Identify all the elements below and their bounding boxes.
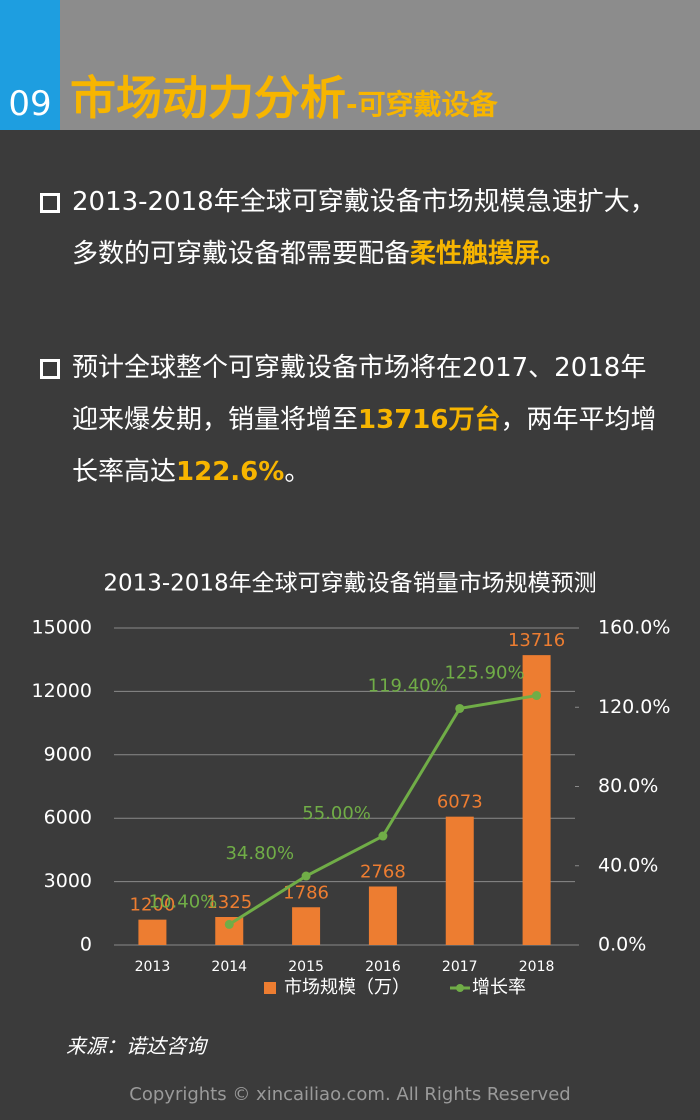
- y2-tick-label: 0.0%: [598, 934, 646, 956]
- bullet-icon: [40, 193, 60, 213]
- line-point: [301, 871, 311, 881]
- source: 来源：诺达咨询: [66, 1034, 206, 1058]
- line-value-label: 10.40%: [149, 891, 218, 912]
- legend-swatch: [264, 982, 276, 994]
- x-tick-label: 2014: [211, 959, 247, 975]
- legend-label: 增长率: [472, 977, 526, 998]
- x-tick-label: 2018: [519, 959, 555, 975]
- bullet-text: 预计全球整个可穿戴设备市场将在2017、2018年迎来爆发期，销量将增至: [72, 353, 647, 435]
- line-value-label: 55.00%: [302, 803, 371, 824]
- highlight-text: 122.6%: [176, 457, 285, 487]
- bar: [368, 886, 397, 945]
- header-title: 市场动力分析-可穿戴设备: [70, 62, 498, 128]
- y2-tick-label: 80.0%: [598, 775, 658, 797]
- section-number: 09: [0, 0, 60, 130]
- bar-value-label: 13716: [508, 630, 565, 651]
- bar: [292, 907, 321, 945]
- bar-value-label: 1200: [130, 895, 176, 916]
- bullet-text: 。: [284, 457, 311, 487]
- highlight-text: 13716万台: [358, 405, 501, 435]
- line-value-label: 34.80%: [225, 843, 294, 864]
- x-tick-label: 2015: [288, 959, 324, 975]
- line-point: [455, 703, 465, 713]
- line-value-label: 119.40%: [368, 675, 448, 696]
- y-tick-label: 9000: [44, 743, 92, 765]
- header-bar: [0, 0, 700, 130]
- bullet: 预计全球整个可穿戴设备市场将在2017、2018年迎来爆发期，销量将增至1371…: [40, 342, 665, 498]
- bar: [445, 816, 474, 945]
- bar-value-label: 1786: [283, 882, 329, 903]
- y2-tick-label: 120.0%: [598, 696, 670, 718]
- x-tick-label: 2016: [365, 959, 401, 975]
- title: 市场动力分析: [70, 71, 346, 125]
- y-tick-label: 12000: [32, 680, 92, 702]
- bar-value-label: 2768: [360, 862, 406, 883]
- bar: [138, 919, 167, 945]
- bullet-text: ，两年平均增长率高达: [72, 405, 657, 487]
- line-point: [378, 831, 388, 841]
- y2-tick-label: 40.0%: [598, 854, 658, 876]
- chart-title: 2013-2018年全球可穿戴设备销量市场规模预测: [103, 571, 596, 597]
- subtitle: -可穿戴设备: [346, 88, 498, 121]
- chart: 2013-2018年全球可穿戴设备销量市场规模预测 0 3000 6000 9000 1…: [32, 571, 671, 999]
- y-tick-label: 0: [80, 934, 92, 956]
- y-tick-label: 15000: [32, 617, 92, 639]
- y-tick-label: 3000: [44, 870, 92, 892]
- legend-swatch: [456, 984, 464, 992]
- bullet-text: 2013-2018年全球可穿戴设备市场规模急速扩大，多数的可穿戴设备都需要配备: [72, 187, 656, 269]
- bar-value-label: 1325: [206, 892, 252, 913]
- bar-value-label: 6073: [437, 792, 483, 813]
- x-tick-label: 2013: [135, 959, 171, 975]
- bar: [522, 655, 551, 945]
- bullet: 2013-2018年全球可穿戴设备市场规模急速扩大，多数的可穿戴设备都需要配备柔…: [40, 176, 665, 280]
- legend-label: 市场规模（万）: [284, 977, 410, 998]
- y-tick-label: 6000: [44, 807, 92, 829]
- line-point: [532, 691, 542, 701]
- highlight-text: 柔性触摸屏。: [410, 239, 567, 269]
- copyright: Copyrights © xincailiao.com. All Rights …: [129, 1084, 571, 1105]
- line-point: [224, 919, 234, 929]
- bullet-icon: [40, 359, 60, 379]
- x-tick-label: 2017: [442, 959, 478, 975]
- line-value-label: 125.90%: [444, 663, 524, 684]
- y2-tick-label: 160.0%: [598, 617, 670, 639]
